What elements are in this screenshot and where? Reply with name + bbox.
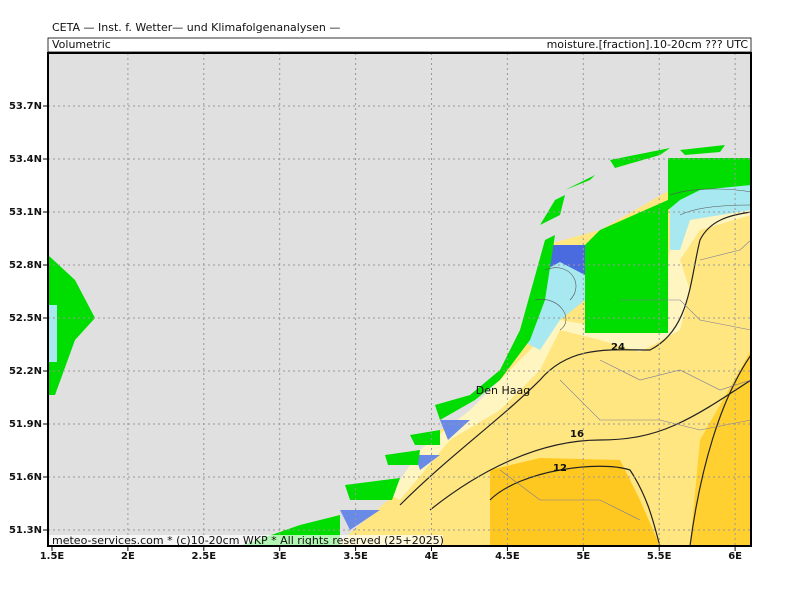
y-tick-label: 51.6N — [9, 472, 42, 483]
y-tick-label: 53.1N — [9, 207, 42, 218]
dry-area — [690, 350, 751, 546]
footer: meteo-services.com * (c)10-20cm WKP * Al… — [52, 534, 444, 547]
y-tick-label: 52.8N — [9, 260, 42, 271]
y-tick-label: 53.7N — [9, 101, 42, 112]
province-border — [499, 239, 751, 521]
x-tick-label: 4E — [425, 551, 439, 562]
x-tick-label: 3E — [273, 551, 287, 562]
wet-band — [670, 185, 751, 250]
island — [540, 145, 725, 225]
y-tick-label: 53.4N — [9, 154, 42, 165]
wet-band — [340, 420, 470, 530]
x-tick-label: 2.5E — [192, 551, 217, 562]
very-wet — [545, 245, 585, 275]
contour — [489, 465, 661, 546]
contour-label: 12 — [553, 463, 567, 474]
header-left: Volumetric — [52, 38, 111, 51]
wet-band — [48, 305, 57, 362]
x-tick-label: 5.5E — [647, 551, 672, 562]
contour — [399, 211, 751, 506]
header-title: CETA — Inst. f. Wetter— und Klimafolgena… — [52, 21, 340, 34]
y-tick-label: 52.5N — [9, 313, 42, 324]
place-label: Den Haag — [476, 384, 530, 397]
contour — [429, 379, 751, 511]
coast-mask — [240, 430, 440, 546]
map-frame — [47, 52, 752, 547]
x-tick-label: 4.5E — [495, 551, 520, 562]
contour — [534, 188, 751, 331]
x-tick-label: 6E — [728, 551, 742, 562]
x-tick-label: 3.5E — [343, 551, 368, 562]
coast-mask — [435, 235, 555, 420]
x-tick-label: 5E — [576, 551, 590, 562]
contour — [689, 354, 751, 546]
x-tick-label: 2E — [121, 551, 135, 562]
wet-band — [520, 250, 585, 350]
land-mask — [585, 158, 751, 333]
graticule: 1.5E 2E 2.5E 3E 3.5E 4E 4.5E 5E 5.5E 6E 53.7N 53.4N… — [9, 53, 751, 562]
x-tick-label: 1.5E — [40, 551, 65, 562]
uk-land — [48, 255, 95, 395]
dry-area — [490, 458, 660, 546]
header-right: moisture.[fraction].10-20cm ??? UTC — [547, 38, 749, 51]
y-tick-label: 52.2N — [9, 366, 42, 377]
map-area — [48, 53, 751, 546]
contour-label: 24 — [611, 342, 625, 353]
footer-box — [49, 535, 443, 546]
y-tick-label: 51.9N — [9, 419, 42, 430]
y-tick-label: 51.3N — [9, 525, 42, 536]
contour-label: 16 — [570, 429, 584, 440]
